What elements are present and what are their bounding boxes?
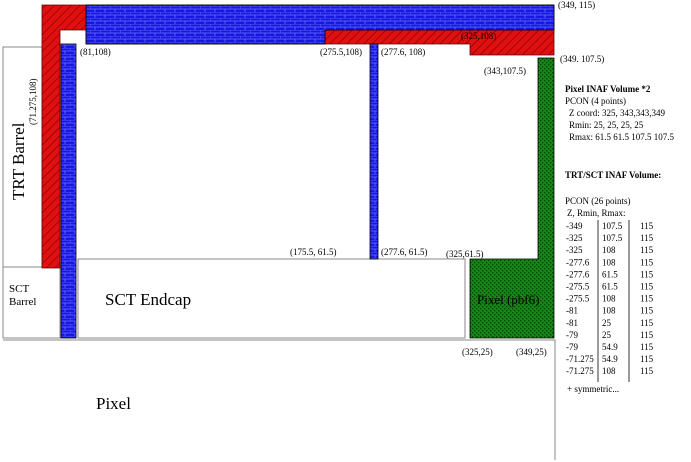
coord-label: (325,61.5) <box>446 249 484 259</box>
rmax-cell: 115 <box>640 330 654 340</box>
blue-middle-column <box>369 43 379 260</box>
red-trt-sct-volume <box>41 4 555 269</box>
rmin-cell: 25 <box>602 318 612 328</box>
rmin-cell: 107.5 <box>602 233 623 243</box>
z-cell: -79 <box>566 342 578 352</box>
pixel-z-coords: Z coord: 325, 343,343,349 <box>569 108 665 118</box>
rmin-cell: 54.9 <box>602 354 618 364</box>
pixel-label: Pixel <box>96 394 131 413</box>
rmin-cell: 25 <box>602 330 612 340</box>
coord-label: (349. 107.5) <box>560 54 604 64</box>
rmax-cell: 115 <box>640 294 654 304</box>
rmin-cell: 108 <box>602 366 616 376</box>
trt-sct-volume-title: TRT/SCT INAF Volume: <box>565 170 661 180</box>
z-cell: -79 <box>566 330 578 340</box>
rmax-cell: 115 <box>640 245 654 255</box>
sct-endcap-label: SCT Endcap <box>105 290 191 309</box>
coord-label: (349, 115) <box>558 0 595 10</box>
sct-endcap-box <box>77 258 466 339</box>
rmin-cell: 108 <box>602 294 616 304</box>
rmin-cell: 108 <box>602 306 616 316</box>
coord-label: (277.6, 108) <box>381 47 425 57</box>
z-cell: -325 <box>566 245 583 255</box>
coord-label: (277.6, 61.5) <box>381 247 428 257</box>
z-cell: -349 <box>566 221 583 231</box>
table-header: Z, Rmin, Rmax: <box>567 208 626 218</box>
rmax-cell: 115 <box>640 282 654 292</box>
coord-label: (325,108) <box>461 31 496 41</box>
pixel-rmax: Rmax: 61.5 61.5 107.5 107.5 <box>569 132 674 142</box>
blue-left-column <box>60 43 77 339</box>
coord-label: (275.5,108) <box>320 47 362 57</box>
pixel-pcon: PCON (4 points) <box>565 96 626 106</box>
coordinate-labels: (349, 115) (325,108) (349. 107.5) (343,1… <box>28 0 604 357</box>
zrz-table-rows: -349 107.5 115 -325 107.5 115 -325 108 115 -277.6… <box>566 221 654 376</box>
rmin-cell: 107.5 <box>602 221 623 231</box>
z-cell: -71.275 <box>566 354 594 364</box>
z-cell: -325 <box>566 233 583 243</box>
rmax-cell: 115 <box>640 269 654 279</box>
coord-label: (343,107.5) <box>484 66 526 76</box>
rmin-cell: 61.5 <box>602 282 618 292</box>
coord-label: (175.5, 61.5) <box>290 247 337 257</box>
z-cell: -275.5 <box>566 294 590 304</box>
rmax-cell: 115 <box>640 318 654 328</box>
table-footer: + symmetric... <box>567 384 619 394</box>
rmax-cell: 115 <box>640 306 654 316</box>
sct-barrel-label-1: SCT <box>9 283 29 295</box>
rmin-cell: 108 <box>602 245 616 255</box>
green-pixel-volume <box>469 57 555 339</box>
rmin-cell: 108 <box>602 257 616 267</box>
blue-top-volume <box>85 4 555 45</box>
z-cell: -71.275 <box>566 366 594 376</box>
info-panel: Pixel INAF Volume *2 PCON (4 points) Z c… <box>565 84 674 394</box>
coord-label: (325,25) <box>462 347 493 357</box>
pixel-box <box>3 339 556 460</box>
coord-label: (71.275,108) <box>28 79 38 126</box>
rmax-cell: 115 <box>640 257 654 267</box>
coord-label: (349,25) <box>516 347 547 357</box>
z-cell: -277.6 <box>566 269 590 279</box>
z-cell: -81 <box>566 318 578 328</box>
z-cell: -277.6 <box>566 257 590 267</box>
z-cell: -81 <box>566 306 578 316</box>
rmax-cell: 115 <box>640 233 654 243</box>
trt-sct-pcon: PCON (26 points) <box>565 196 631 206</box>
pixel-volume-title: Pixel INAF Volume *2 <box>565 84 651 94</box>
pixel-pbf6-label: Pixel (pbf6) <box>477 292 539 307</box>
rmin-cell: 54.9 <box>602 342 618 352</box>
sct-barrel-box <box>2 266 61 339</box>
rmax-cell: 115 <box>640 354 654 364</box>
coord-label: (81,108) <box>80 47 111 57</box>
rmax-cell: 115 <box>640 221 654 231</box>
sct-barrel-label-2: Barrel <box>9 296 36 308</box>
rmax-cell: 115 <box>640 366 654 376</box>
rmin-cell: 61.5 <box>602 269 618 279</box>
rmax-cell: 115 <box>640 342 654 352</box>
pixel-rmin: Rmin: 25, 25, 25, 25 <box>569 120 644 130</box>
z-cell: -275.5 <box>566 282 590 292</box>
trt-barrel-label: TRT Barrel <box>9 122 28 200</box>
